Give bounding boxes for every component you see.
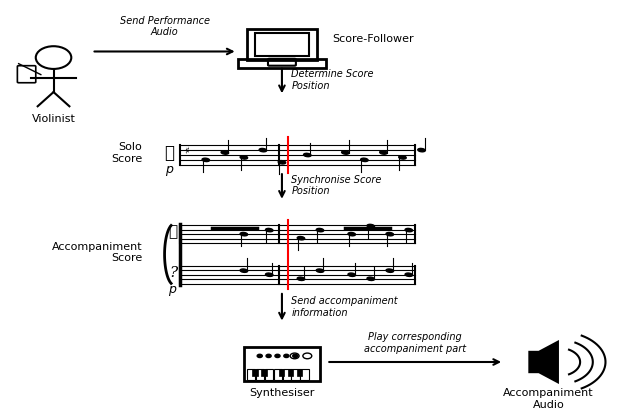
FancyBboxPatch shape <box>261 369 267 376</box>
Ellipse shape <box>399 156 406 159</box>
Ellipse shape <box>367 277 374 281</box>
Ellipse shape <box>266 273 273 276</box>
Circle shape <box>275 354 280 357</box>
FancyBboxPatch shape <box>279 369 284 376</box>
Ellipse shape <box>361 158 368 161</box>
Ellipse shape <box>202 158 209 161</box>
Ellipse shape <box>221 151 228 154</box>
Polygon shape <box>529 342 558 382</box>
FancyBboxPatch shape <box>283 369 291 380</box>
Text: Accompaniment
Audio: Accompaniment Audio <box>503 388 594 410</box>
Ellipse shape <box>386 232 394 236</box>
Text: Play corresponding
accompaniment part: Play corresponding accompaniment part <box>364 332 466 354</box>
Text: ?: ? <box>169 266 177 280</box>
FancyBboxPatch shape <box>274 369 282 380</box>
Ellipse shape <box>259 148 267 152</box>
Ellipse shape <box>266 229 273 232</box>
Ellipse shape <box>418 148 425 152</box>
Text: $p$: $p$ <box>164 164 174 178</box>
Text: Send Performance
Audio: Send Performance Audio <box>120 16 209 37</box>
Text: 𝄞: 𝄞 <box>164 144 174 162</box>
Text: Violinist: Violinist <box>31 114 76 124</box>
Ellipse shape <box>405 229 413 232</box>
FancyBboxPatch shape <box>265 369 273 380</box>
Circle shape <box>284 354 289 357</box>
Ellipse shape <box>316 269 324 272</box>
Ellipse shape <box>297 277 305 281</box>
FancyBboxPatch shape <box>252 369 258 376</box>
Ellipse shape <box>240 156 248 159</box>
Text: 𝄞: 𝄞 <box>168 225 177 240</box>
FancyBboxPatch shape <box>300 369 308 380</box>
FancyBboxPatch shape <box>297 369 302 376</box>
Ellipse shape <box>303 153 311 157</box>
Ellipse shape <box>240 269 248 272</box>
Ellipse shape <box>297 236 305 240</box>
Ellipse shape <box>240 232 248 236</box>
Text: Score-Follower: Score-Follower <box>333 34 414 44</box>
FancyBboxPatch shape <box>247 369 255 380</box>
Text: Accompaniment
Score: Accompaniment Score <box>52 241 142 263</box>
Circle shape <box>257 354 262 357</box>
Ellipse shape <box>386 269 394 272</box>
FancyBboxPatch shape <box>256 369 264 380</box>
Text: ♯: ♯ <box>184 146 189 156</box>
Text: Determine Score
Position: Determine Score Position <box>291 69 374 91</box>
FancyBboxPatch shape <box>288 369 293 376</box>
Text: Solo
Score: Solo Score <box>111 142 142 164</box>
Text: Synthesiser: Synthesiser <box>249 388 315 398</box>
Circle shape <box>266 354 271 357</box>
Ellipse shape <box>348 232 355 236</box>
Text: $p$: $p$ <box>168 284 177 298</box>
Ellipse shape <box>278 161 285 164</box>
FancyBboxPatch shape <box>291 369 300 380</box>
Ellipse shape <box>316 229 324 232</box>
Text: Send accompaniment
information: Send accompaniment information <box>291 296 398 318</box>
Circle shape <box>292 354 298 357</box>
Ellipse shape <box>348 273 355 276</box>
Ellipse shape <box>367 224 374 228</box>
Text: Synchronise Score
Position: Synchronise Score Position <box>291 175 382 196</box>
Ellipse shape <box>342 151 349 154</box>
Ellipse shape <box>380 151 387 154</box>
Ellipse shape <box>405 273 413 276</box>
